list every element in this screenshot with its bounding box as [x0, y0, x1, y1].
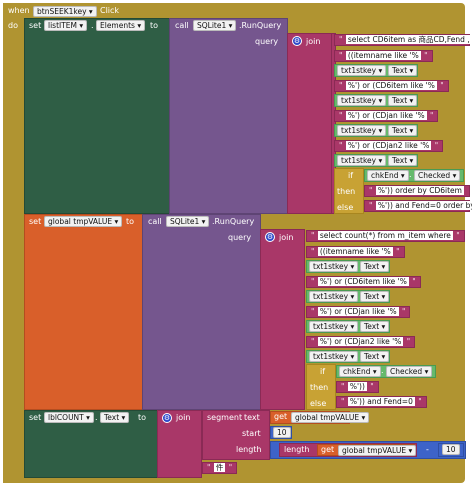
- minus-value[interactable]: 10: [442, 444, 460, 455]
- elements-dropdown[interactable]: Elements: [96, 20, 146, 31]
- get-label: get: [321, 445, 335, 454]
- component-dropdown[interactable]: btnSEEK1key: [33, 6, 97, 17]
- textbox-dropdown[interactable]: txt1stkey: [337, 65, 387, 76]
- when-label: when: [8, 6, 30, 15]
- checked-dropdown[interactable]: Checked: [386, 366, 433, 377]
- start-value[interactable]: 10: [273, 427, 291, 438]
- text-prop-dropdown[interactable]: Text: [388, 155, 418, 166]
- textbox-dropdown[interactable]: txt1stkey: [309, 261, 359, 272]
- text-prop-dropdown[interactable]: Text: [360, 261, 390, 272]
- if-label: if: [320, 367, 326, 376]
- textbox-dropdown[interactable]: txt1stkey: [309, 351, 359, 362]
- textbox-dropdown[interactable]: txt1stkey: [309, 291, 359, 302]
- text-string[interactable]: " %') or (CDjan like '% ": [306, 306, 411, 318]
- segment-block[interactable]: [202, 410, 270, 460]
- text-prop-dropdown[interactable]: Text: [388, 95, 418, 106]
- to-label: to: [150, 21, 159, 30]
- text-prop-dropdown[interactable]: Text: [360, 321, 390, 332]
- then-label: then: [337, 187, 356, 196]
- text-prop-dropdown[interactable]: Text: [360, 291, 390, 302]
- textbox-dropdown[interactable]: txt1stkey: [337, 125, 387, 136]
- text-string[interactable]: " %')) ": [336, 381, 379, 393]
- set-label: set: [29, 413, 42, 422]
- text-string[interactable]: " %') or (CD6item like '% ": [334, 80, 449, 92]
- to-label: to: [126, 217, 135, 226]
- text-string[interactable]: " %')) and Fend=0 order by: [364, 200, 472, 212]
- length-fn-label: length: [284, 445, 310, 454]
- method-label: .RunQuery: [239, 21, 282, 30]
- text-string[interactable]: " ((itemname like '% ": [334, 50, 433, 62]
- set-label: set: [29, 21, 42, 30]
- text-string[interactable]: " %') or (CDjan2 like '% ": [306, 336, 416, 348]
- sqlite-dropdown[interactable]: SQLite1: [166, 216, 210, 227]
- join-label: join: [279, 233, 294, 242]
- text-string[interactable]: " 件 ": [202, 462, 238, 474]
- call-label: call: [175, 21, 189, 30]
- else-label: else: [337, 203, 354, 212]
- join-label: join: [306, 37, 321, 46]
- query-label: query: [255, 37, 279, 46]
- join-label: join: [176, 413, 191, 422]
- chkend-dropdown[interactable]: chkEnd: [367, 170, 409, 181]
- minus-label: -: [426, 445, 429, 454]
- set-label: set: [29, 217, 42, 226]
- global-var-dropdown[interactable]: global tmpVALUE: [338, 445, 417, 456]
- to-label: to: [138, 413, 147, 422]
- text-string[interactable]: " %') or (CDjan2 like '% ": [334, 140, 444, 152]
- event-spine: [3, 3, 25, 483]
- runquery-block[interactable]: [142, 214, 261, 410]
- listitem-dropdown[interactable]: listITEM: [44, 20, 88, 31]
- text-string[interactable]: " %') or (CDjan like '% ": [334, 110, 439, 122]
- text-string[interactable]: " %') or (CD6item like '% ": [306, 276, 421, 288]
- checked-dropdown[interactable]: Checked: [414, 170, 461, 181]
- text-prop-dropdown[interactable]: Text: [100, 412, 130, 423]
- join-block[interactable]: [260, 229, 305, 410]
- if-block[interactable]: [306, 364, 336, 410]
- join-block[interactable]: [287, 33, 332, 214]
- gear-icon[interactable]: ⚙: [292, 36, 302, 46]
- textbox-dropdown[interactable]: txt1stkey: [337, 155, 387, 166]
- if-block[interactable]: [334, 168, 364, 214]
- textbox-dropdown[interactable]: txt1stkey: [337, 95, 387, 106]
- query-label: query: [228, 233, 252, 242]
- else-label: else: [310, 399, 327, 408]
- lblcount-dropdown[interactable]: lblCOUNT: [44, 412, 94, 423]
- length-label: length: [236, 445, 262, 454]
- method-label: .RunQuery: [212, 217, 255, 226]
- call-label: call: [148, 217, 162, 226]
- then-label: then: [310, 383, 329, 392]
- start-label: start: [242, 429, 261, 438]
- get-label: get: [274, 412, 288, 421]
- text-string[interactable]: " ((itemname like '% ": [306, 246, 405, 258]
- set-listitem-block[interactable]: [24, 18, 170, 214]
- do-label: do: [8, 21, 18, 30]
- segment-label: segment: [207, 413, 243, 422]
- textbox-dropdown[interactable]: txt1stkey: [309, 321, 359, 332]
- text-string[interactable]: " select count(*) from m_item where ": [306, 230, 465, 242]
- text-prop-dropdown[interactable]: Text: [360, 351, 390, 362]
- global-var-dropdown[interactable]: global tmpVALUE: [291, 412, 370, 423]
- text-prop-dropdown[interactable]: Text: [388, 125, 418, 136]
- gear-icon[interactable]: ⚙: [162, 413, 172, 423]
- runquery-block[interactable]: [169, 18, 288, 214]
- global-var-dropdown[interactable]: global tmpVALUE: [44, 216, 123, 227]
- text-string[interactable]: " %')) and Fend=0 ": [336, 396, 427, 408]
- set-global-block[interactable]: [24, 214, 143, 410]
- chkend-dropdown[interactable]: chkEnd: [339, 366, 381, 377]
- text-string[interactable]: " %')) order by CD6item: [364, 185, 470, 197]
- text-prop-dropdown[interactable]: Text: [388, 65, 418, 76]
- sqlite-dropdown[interactable]: SQLite1: [193, 20, 237, 31]
- text-string[interactable]: " select CD6item as 商品CD,Fend ,: [334, 34, 472, 46]
- event-name-label: Click: [100, 6, 120, 15]
- segment-text-label: text: [244, 413, 260, 422]
- gear-icon[interactable]: ⚙: [265, 232, 275, 242]
- if-label: if: [348, 171, 354, 180]
